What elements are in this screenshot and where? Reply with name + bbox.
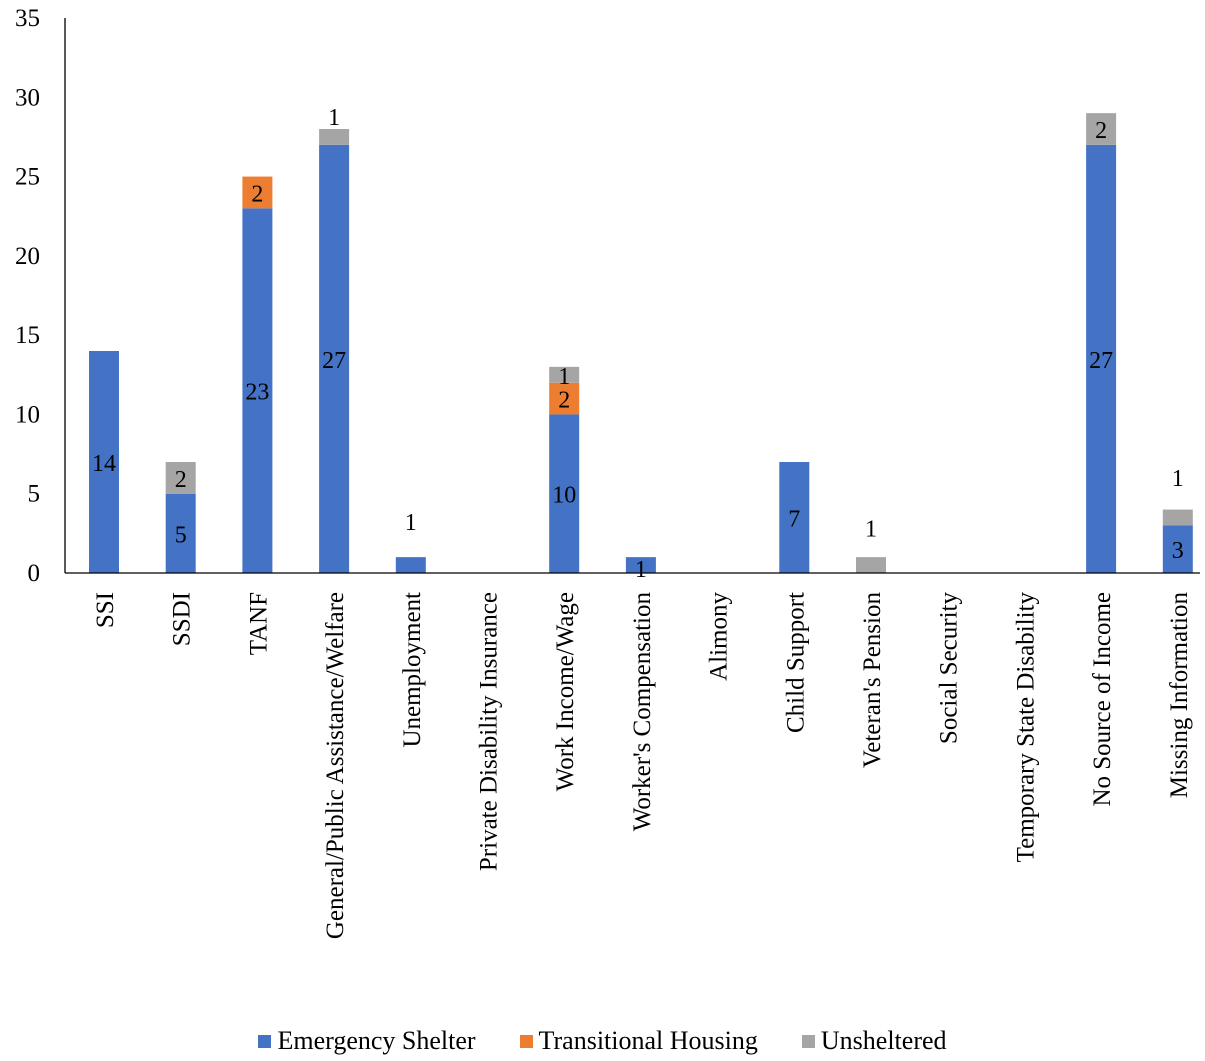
legend-label-emergency-shelter: Emergency Shelter bbox=[277, 1026, 476, 1055]
x-tick-label-general-public-assistance-welfare: General/Public Assistance/Welfare bbox=[322, 592, 349, 939]
x-tick-label-alimony: Alimony bbox=[706, 592, 733, 681]
y-tick-label: 30 bbox=[15, 84, 40, 111]
bar-unsheltered-ssdi bbox=[165, 462, 196, 494]
bar-transitional-housing-work-income-wage bbox=[549, 382, 580, 415]
x-tick-label-veteran-s-pension: Veteran's Pension bbox=[859, 592, 886, 769]
bar-emergency-shelter-worker-s-compensation bbox=[625, 557, 656, 573]
x-tick-label-no-source-of-income: No Source of Income bbox=[1089, 592, 1116, 807]
bar-emergency-shelter-general-public-assistance-welfare bbox=[319, 144, 350, 573]
data-label-emergency-shelter-worker-s-compensation: 1 bbox=[635, 557, 647, 583]
data-label-emergency-shelter-unemployment: 1 bbox=[405, 510, 417, 536]
x-tick-label-ssi: SSI bbox=[92, 592, 119, 628]
x-tick-label-social-security: Social Security bbox=[936, 592, 963, 745]
bar-emergency-shelter-missing-information bbox=[1162, 525, 1193, 573]
bar-emergency-shelter-work-income-wage bbox=[549, 414, 580, 573]
bar-unsheltered-no-source-of-income bbox=[1086, 113, 1117, 145]
x-tick-label-temporary-state-disability: Temporary State Disability bbox=[1012, 592, 1039, 863]
data-label-unsheltered-veteran-s-pension: 1 bbox=[865, 517, 877, 543]
bar-unsheltered-missing-information bbox=[1162, 509, 1193, 526]
bar-emergency-shelter-unemployment bbox=[395, 557, 426, 573]
y-tick-label: 35 bbox=[15, 5, 40, 32]
x-tick-label-tanf: TANF bbox=[245, 592, 272, 655]
data-label-unsheltered-no-source-of-income: 2 bbox=[1095, 118, 1107, 144]
y-tick-label: 0 bbox=[28, 560, 41, 587]
y-tick-label: 10 bbox=[15, 401, 40, 428]
x-tick-label-ssdi: SSDI bbox=[169, 592, 196, 646]
bar-unsheltered-work-income-wage bbox=[549, 366, 580, 383]
data-label-emergency-shelter-tanf: 23 bbox=[245, 380, 269, 406]
data-label-emergency-shelter-work-income-wage: 10 bbox=[552, 483, 576, 509]
data-label-emergency-shelter-ssdi: 5 bbox=[175, 522, 187, 548]
bar-emergency-shelter-ssdi bbox=[165, 493, 196, 573]
x-tick-label-missing-information: Missing Information bbox=[1166, 592, 1193, 799]
bar-emergency-shelter-ssi bbox=[89, 351, 119, 573]
bar-emergency-shelter-tanf bbox=[242, 208, 273, 574]
y-tick-label: 5 bbox=[28, 481, 41, 508]
data-label-transitional-housing-work-income-wage: 2 bbox=[558, 388, 570, 414]
data-label-unsheltered-work-income-wage: 1 bbox=[558, 364, 570, 390]
data-label-emergency-shelter-child-support: 7 bbox=[788, 507, 800, 533]
legend-label-unsheltered: Unsheltered bbox=[820, 1026, 947, 1055]
data-label-emergency-shelter-missing-information: 3 bbox=[1172, 538, 1184, 564]
data-label-unsheltered-general-public-assistance-welfare: 1 bbox=[328, 105, 340, 131]
x-tick-label-worker-s-compensation: Worker's Compensation bbox=[629, 592, 656, 832]
bar-emergency-shelter-no-source-of-income bbox=[1086, 144, 1117, 573]
x-tick-label-private-disability-insurance: Private Disability Insurance bbox=[476, 592, 503, 871]
bar-emergency-shelter-child-support bbox=[779, 462, 810, 573]
x-tick-label-unemployment: Unemployment bbox=[399, 592, 426, 748]
legend-swatch-unsheltered bbox=[801, 1034, 815, 1048]
data-label-emergency-shelter-ssi: 14 bbox=[92, 451, 116, 477]
data-label-unsheltered-ssdi: 2 bbox=[175, 467, 187, 493]
legend-item-transitional-housing: Transitional Housing bbox=[519, 1026, 758, 1056]
legend-label-transitional-housing: Transitional Housing bbox=[538, 1026, 758, 1055]
bar-transitional-housing-tanf bbox=[242, 176, 273, 209]
bar-unsheltered-veteran-s-pension bbox=[856, 557, 886, 573]
y-tick-label: 25 bbox=[15, 164, 40, 191]
legend-item-emergency-shelter: Emergency Shelter bbox=[258, 1026, 476, 1056]
bar-unsheltered-general-public-assistance-welfare bbox=[319, 129, 350, 145]
x-tick-label-child-support: Child Support bbox=[782, 592, 809, 733]
legend-swatch-transitional-housing bbox=[519, 1034, 533, 1048]
data-label-unsheltered-missing-information: 1 bbox=[1172, 466, 1184, 492]
x-tick-label-work-income-wage: Work Income/Wage bbox=[552, 592, 579, 791]
data-label-transitional-housing-tanf: 2 bbox=[251, 181, 263, 207]
legend-item-unsheltered: Unsheltered bbox=[801, 1026, 947, 1056]
y-tick-label: 20 bbox=[15, 243, 40, 270]
y-tick-label: 15 bbox=[15, 322, 40, 349]
data-label-emergency-shelter-no-source-of-income: 27 bbox=[1089, 348, 1113, 374]
legend-swatch-emergency-shelter bbox=[258, 1034, 272, 1048]
chart-legend: Emergency Shelter Transitional Housing U… bbox=[0, 1026, 1205, 1056]
data-label-emergency-shelter-general-public-assistance-welfare: 27 bbox=[322, 348, 346, 374]
